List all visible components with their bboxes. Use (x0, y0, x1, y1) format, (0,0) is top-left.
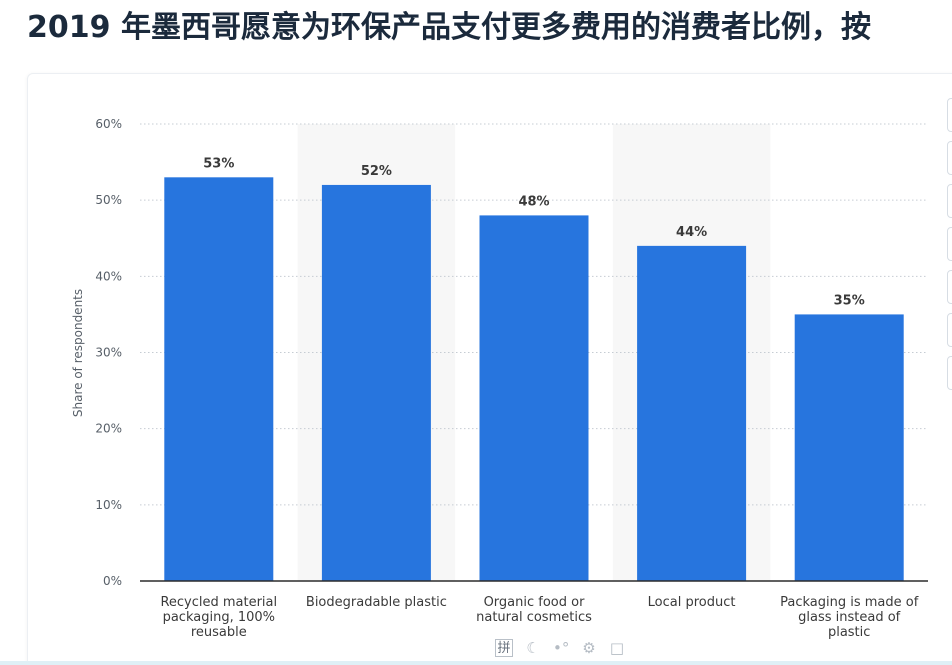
y-tick-label-0: 0% (103, 574, 122, 588)
bottom-strip (0, 661, 952, 665)
side-tool-button-1[interactable] (947, 98, 952, 132)
ime-skin-icon[interactable]: □ (609, 639, 625, 657)
x-category-label-line: Packaging is made of (780, 595, 919, 610)
x-category-label-line: Recycled material (160, 595, 277, 610)
value-label-2: 48% (518, 194, 549, 209)
x-category-label-line: plastic (828, 625, 870, 640)
y-axis-title: Share of respondents (71, 289, 85, 417)
side-tool-button-7[interactable] (947, 356, 952, 390)
side-toolbar (947, 98, 952, 399)
x-category-label-line: glass instead of (798, 610, 901, 625)
bars (164, 177, 904, 582)
ime-mode-button[interactable]: 拼 (495, 639, 513, 657)
y-tick-label-1: 10% (95, 498, 122, 512)
value-label-3: 44% (676, 225, 707, 240)
side-tool-button-2[interactable] (947, 141, 952, 175)
x-category-label-line: packaging, 100% (163, 610, 275, 625)
x-category-label-line: Biodegradable plastic (306, 595, 447, 610)
side-tool-button-3[interactable] (947, 184, 952, 218)
side-tool-button-4[interactable] (947, 227, 952, 261)
ime-settings-icon[interactable]: ⚙ (582, 639, 596, 657)
x-category-label-0: Recycled material packaging, 100% reusable (160, 595, 277, 640)
y-tick-label-3: 30% (95, 346, 122, 360)
y-tick-label-5: 50% (95, 193, 122, 207)
ime-half-moon-icon[interactable]: ☾ (526, 639, 540, 657)
x-category-label-line: natural cosmetics (476, 610, 592, 625)
x-category-label-1: Biodegradable plastic (306, 595, 447, 610)
y-tick-label-6: 60% (95, 117, 122, 131)
y-tick-label-2: 20% (95, 422, 122, 436)
bar-2 (479, 215, 589, 581)
side-tool-button-5[interactable] (947, 270, 952, 304)
value-label-0: 53% (203, 156, 234, 171)
y-tick-label-4: 40% (95, 269, 122, 283)
side-tool-button-6[interactable] (947, 313, 952, 347)
value-label-4: 35% (834, 293, 865, 308)
value-labels: 53% 52% 48% 44% 35% (203, 156, 865, 308)
ime-toolbar: 拼 ☾ •° ⚙ □ (495, 638, 625, 658)
bar-3 (637, 245, 747, 581)
x-category-label-3: Local product (648, 595, 736, 610)
bar-0 (164, 177, 274, 582)
x-category-label-line: Local product (648, 595, 736, 610)
x-category-label-2: Organic food or natural cosmetics (476, 595, 592, 625)
bar-4 (794, 314, 904, 581)
ime-punctuation-icon[interactable]: •° (553, 639, 570, 657)
x-category-labels: Recycled material packaging, 100% reusable… (160, 595, 918, 640)
x-category-label-4: Packaging is made of glass instead of plas… (780, 595, 919, 640)
page-title: 2019 年墨西哥愿意为环保产品支付更多费用的消费者比例，按 (27, 10, 871, 45)
value-label-1: 52% (361, 164, 392, 179)
y-tick-labels: 0% 10% 20% 30% 40% 50% 60% (95, 117, 122, 588)
x-category-label-line: reusable (191, 625, 247, 640)
x-category-label-line: Organic food or (484, 595, 586, 610)
bar-1 (321, 184, 431, 581)
